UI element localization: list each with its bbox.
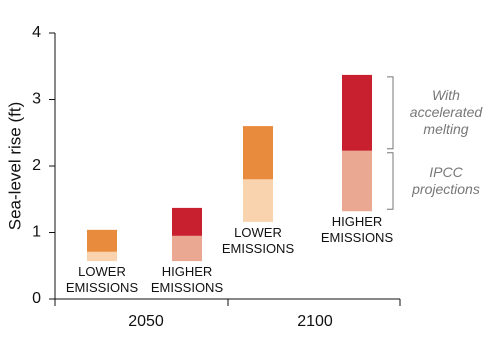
y-tick-label: 2 (32, 157, 41, 174)
y-tick-label: 3 (32, 91, 41, 108)
x-tick-label: 2050 (128, 313, 164, 330)
y-tick-label: 4 (32, 24, 41, 41)
bar-segment (243, 179, 273, 222)
annotation: IPCC projections (412, 163, 480, 197)
bar-segment (172, 207, 202, 236)
annotation: With accelerated melting (409, 87, 483, 138)
bar-segment (342, 74, 372, 151)
bar-segment (243, 126, 273, 180)
bar-label: HIGHER EMISSIONS (150, 264, 224, 296)
y-tick-label: 1 (32, 224, 41, 241)
y-tick-label: 0 (32, 290, 41, 307)
bracket (387, 152, 394, 210)
bracket (387, 76, 394, 150)
bar-segment (87, 251, 117, 262)
bar-label: HIGHER EMISSIONS (320, 214, 394, 246)
x-tick-label: 2100 (297, 313, 333, 330)
y-axis-label: Sea-level rise (ft) (5, 102, 24, 230)
bar-label: LOWER EMISSIONS (221, 224, 295, 256)
bar-segment (342, 150, 372, 212)
bar-segment (172, 235, 202, 262)
bar-label: LOWER EMISSIONS (65, 264, 139, 296)
bar-segment (87, 229, 117, 252)
